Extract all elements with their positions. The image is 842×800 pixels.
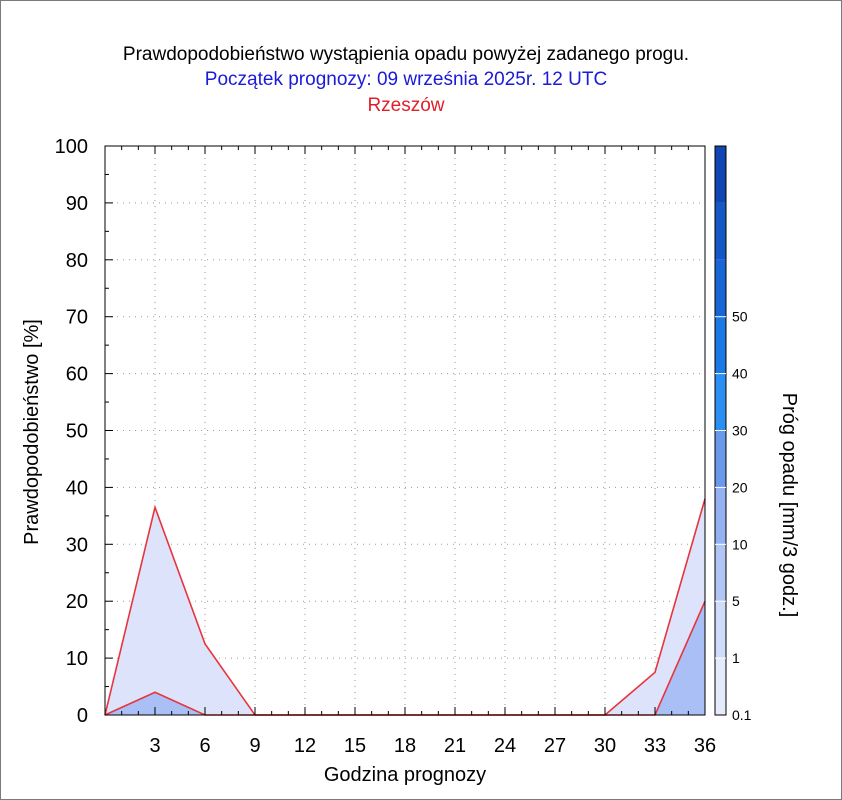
chart-location: Rzeszów [367,95,445,116]
colorbar-segment [715,658,726,715]
colorbar-segment [715,373,726,431]
x-tick-label: 18 [394,735,416,757]
colorbar-tick-label: 50 [732,309,748,325]
x-tick-label: 21 [444,735,466,757]
x-tick-label: 30 [594,735,616,757]
colorbar-segment [715,316,726,374]
colorbar-tick-label: 0.1 [732,707,752,723]
colorbar-tick-label: 40 [732,366,748,382]
colorbar-segment [715,544,726,602]
y-tick-label: 10 [66,648,88,670]
y-tick-label: 60 [66,364,88,386]
colorbar-segment [715,259,726,317]
chart-title: Prawdopodobieństwo wystąpienia opadu pow… [122,44,690,65]
colorbar-tick-label: 1 [732,650,740,666]
x-tick-label: 24 [494,735,516,757]
x-tick-label: 36 [694,735,716,757]
x-axis-label: Godzina prognozy [324,764,486,786]
colorbar-tick-label: 10 [732,536,748,552]
y-tick-label: 20 [66,591,88,613]
x-tick-label: 12 [294,735,316,757]
y-axis-label: Prawdopodobieństwo [%] [21,319,43,545]
colorbar-segment [715,487,726,545]
x-tick-label: 9 [249,735,260,757]
y-tick-label: 50 [66,421,88,443]
x-tick-label: 3 [149,735,160,757]
x-tick-label: 33 [644,735,666,757]
y-tick-label: 40 [66,477,88,499]
area-threshold-1 [105,601,705,715]
colorbar-tick-label: 20 [732,479,748,495]
y-tick-label: 0 [77,705,88,727]
colorbar-segment [715,601,726,659]
y-tick-label: 100 [55,136,88,158]
colorbar-tick-label: 5 [732,593,740,609]
y-tick-label: 70 [66,307,88,329]
colorbar-segment [715,202,726,260]
chart-subtitle: Początek prognozy: 09 września 2025r. 12… [204,69,608,90]
y-tick-label: 80 [66,250,88,272]
colorbar-segment [715,430,726,488]
colorbar-label: Próg opadu [mm/3 godz.] [778,393,800,618]
y-tick-label: 30 [66,534,88,556]
y-tick-label: 90 [66,193,88,215]
colorbar-tick-label: 30 [732,423,748,439]
x-tick-label: 27 [544,735,566,757]
x-tick-label: 6 [199,735,210,757]
x-tick-label: 15 [344,735,366,757]
area-threshold-0.1 [105,498,705,715]
colorbar-segment [715,146,726,203]
